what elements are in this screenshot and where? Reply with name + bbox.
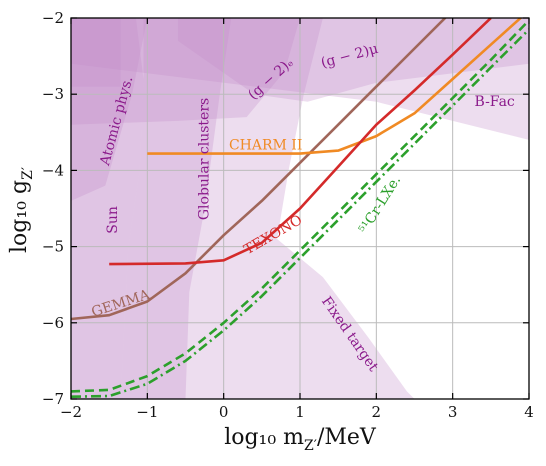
x-axis-label-unit: /MeV <box>317 425 377 450</box>
region-g-2-e <box>71 18 300 125</box>
series-51cr-lxe-dashed <box>71 19 529 393</box>
region-atomic-phys <box>71 18 148 201</box>
y-axis-label-sub: Z′ <box>20 167 36 180</box>
x-tick-label: 3 <box>448 403 458 421</box>
annotation-b-fac: B-Fac <box>475 94 515 110</box>
y-tick-label: −6 <box>42 314 64 332</box>
series-texono <box>109 18 492 266</box>
series-gemma <box>71 18 447 321</box>
y-tick-label: −4 <box>42 161 64 179</box>
x-tick-label: −1 <box>136 403 158 421</box>
x-tick-label: 0 <box>219 403 229 421</box>
x-tick-label: 1 <box>295 403 305 421</box>
x-tick-label: 4 <box>524 403 534 421</box>
annotation-globular-clusters: Globular clusters <box>197 98 213 220</box>
series-charm-ii <box>147 18 523 155</box>
region-globular-clusters <box>120 18 232 399</box>
x-tick-label: 2 <box>372 403 382 421</box>
x-axis-label: log₁₀ mZ′/MeV <box>224 425 377 454</box>
y-tick-label: −5 <box>42 238 64 256</box>
y-tick-label: −2 <box>42 9 64 27</box>
x-axis-label-main: log₁₀ m <box>224 425 304 450</box>
x-tick-label: −2 <box>60 403 82 421</box>
excluded-regions <box>71 18 529 399</box>
x-axis-label-sub: Z′ <box>304 438 317 454</box>
y-tick-label: −7 <box>42 390 64 408</box>
series-lines <box>71 18 529 398</box>
region-fixed-target <box>71 18 415 399</box>
y-tick-label: −3 <box>42 85 64 103</box>
axis-ticks: −2 −1 0 1 2 3 4 −7 −6 −5 −4 −3 −2 <box>42 9 534 421</box>
y-axis-label: log₁₀ gZ′ <box>7 167 36 253</box>
y-axis-label-main: log₁₀ g <box>7 180 32 253</box>
region-sun <box>71 18 144 399</box>
annotation-sun: Sun <box>105 206 121 234</box>
region-g-2-mu <box>177 18 529 102</box>
annotation-charm-ii: CHARM II <box>229 137 302 153</box>
region-corner <box>71 18 121 87</box>
